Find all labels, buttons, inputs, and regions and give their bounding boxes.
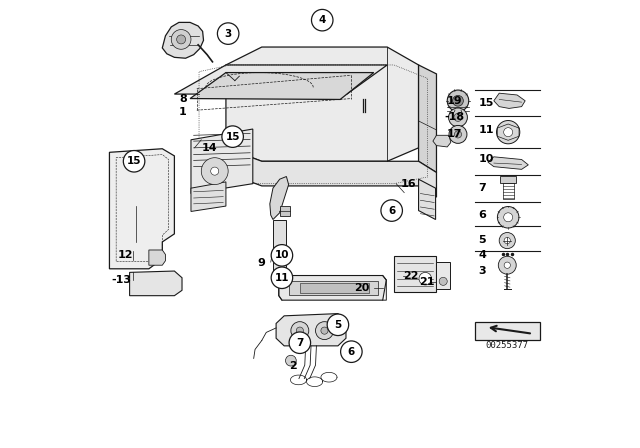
Polygon shape	[191, 129, 253, 194]
Text: 8: 8	[179, 94, 187, 103]
Polygon shape	[174, 65, 387, 94]
Text: 3: 3	[479, 266, 486, 276]
Circle shape	[296, 327, 303, 334]
Polygon shape	[300, 283, 369, 293]
Polygon shape	[494, 93, 525, 108]
Circle shape	[454, 113, 462, 121]
Text: 6: 6	[479, 210, 486, 220]
Text: -13: -13	[112, 275, 132, 285]
Polygon shape	[270, 177, 289, 220]
Circle shape	[218, 23, 239, 44]
Polygon shape	[163, 22, 204, 58]
Polygon shape	[109, 149, 174, 269]
Text: 6: 6	[348, 347, 355, 357]
Text: 1: 1	[179, 107, 187, 117]
Polygon shape	[273, 220, 287, 273]
Polygon shape	[279, 276, 387, 300]
Circle shape	[439, 277, 447, 285]
Circle shape	[316, 322, 333, 340]
Text: 10: 10	[275, 250, 289, 260]
Circle shape	[312, 9, 333, 31]
Circle shape	[497, 121, 520, 144]
Circle shape	[271, 245, 292, 266]
Text: 15: 15	[225, 132, 240, 142]
Text: 21: 21	[419, 277, 435, 287]
Circle shape	[419, 272, 431, 285]
Circle shape	[124, 151, 145, 172]
Polygon shape	[276, 314, 346, 346]
Circle shape	[499, 256, 516, 274]
Text: 16: 16	[401, 179, 416, 189]
Circle shape	[289, 332, 310, 353]
Polygon shape	[226, 47, 419, 161]
Polygon shape	[419, 179, 436, 220]
Circle shape	[211, 167, 219, 175]
Text: 17: 17	[446, 129, 462, 139]
Circle shape	[285, 355, 296, 366]
Text: 12: 12	[117, 250, 132, 260]
Text: 4: 4	[319, 15, 326, 25]
Text: 15: 15	[127, 156, 141, 166]
Text: 00255377: 00255377	[486, 341, 529, 350]
Circle shape	[327, 314, 349, 336]
Circle shape	[449, 108, 467, 127]
Polygon shape	[500, 176, 516, 183]
Circle shape	[271, 267, 292, 289]
Text: 3: 3	[225, 29, 232, 39]
Polygon shape	[191, 182, 226, 211]
Text: 11: 11	[275, 273, 289, 283]
Circle shape	[222, 126, 243, 147]
Circle shape	[452, 95, 463, 106]
Circle shape	[447, 90, 468, 112]
Polygon shape	[226, 148, 436, 197]
Text: 20: 20	[354, 283, 369, 293]
Circle shape	[499, 233, 515, 249]
Polygon shape	[419, 65, 436, 172]
Circle shape	[504, 237, 511, 244]
Polygon shape	[130, 271, 182, 296]
Circle shape	[497, 207, 519, 228]
Text: 10: 10	[479, 154, 494, 164]
Circle shape	[454, 131, 461, 138]
Polygon shape	[475, 322, 540, 340]
Text: 5: 5	[334, 320, 342, 330]
Circle shape	[504, 213, 513, 222]
Circle shape	[381, 200, 403, 221]
Polygon shape	[149, 250, 165, 265]
Text: 19: 19	[446, 96, 462, 106]
Text: 4: 4	[479, 250, 486, 260]
Circle shape	[321, 327, 328, 334]
Circle shape	[449, 125, 467, 143]
Polygon shape	[190, 73, 374, 99]
Circle shape	[291, 322, 309, 340]
Text: 5: 5	[479, 235, 486, 245]
Circle shape	[340, 341, 362, 362]
Polygon shape	[280, 206, 289, 216]
Circle shape	[177, 35, 186, 44]
Polygon shape	[488, 157, 529, 169]
Text: 9: 9	[257, 258, 266, 268]
Polygon shape	[433, 135, 451, 147]
Text: -18: -18	[445, 112, 465, 122]
Polygon shape	[289, 281, 378, 295]
Circle shape	[504, 262, 511, 268]
Text: 7: 7	[479, 183, 486, 193]
Text: 2: 2	[289, 362, 298, 371]
Circle shape	[504, 128, 513, 137]
Polygon shape	[394, 256, 436, 292]
Circle shape	[202, 158, 228, 185]
Text: 6: 6	[388, 206, 396, 215]
Polygon shape	[436, 262, 450, 289]
Text: 7: 7	[296, 338, 303, 348]
Circle shape	[172, 30, 191, 49]
Text: 11: 11	[479, 125, 494, 135]
Text: 14: 14	[202, 143, 217, 153]
Text: 22: 22	[403, 271, 419, 280]
Text: 15: 15	[479, 98, 494, 108]
